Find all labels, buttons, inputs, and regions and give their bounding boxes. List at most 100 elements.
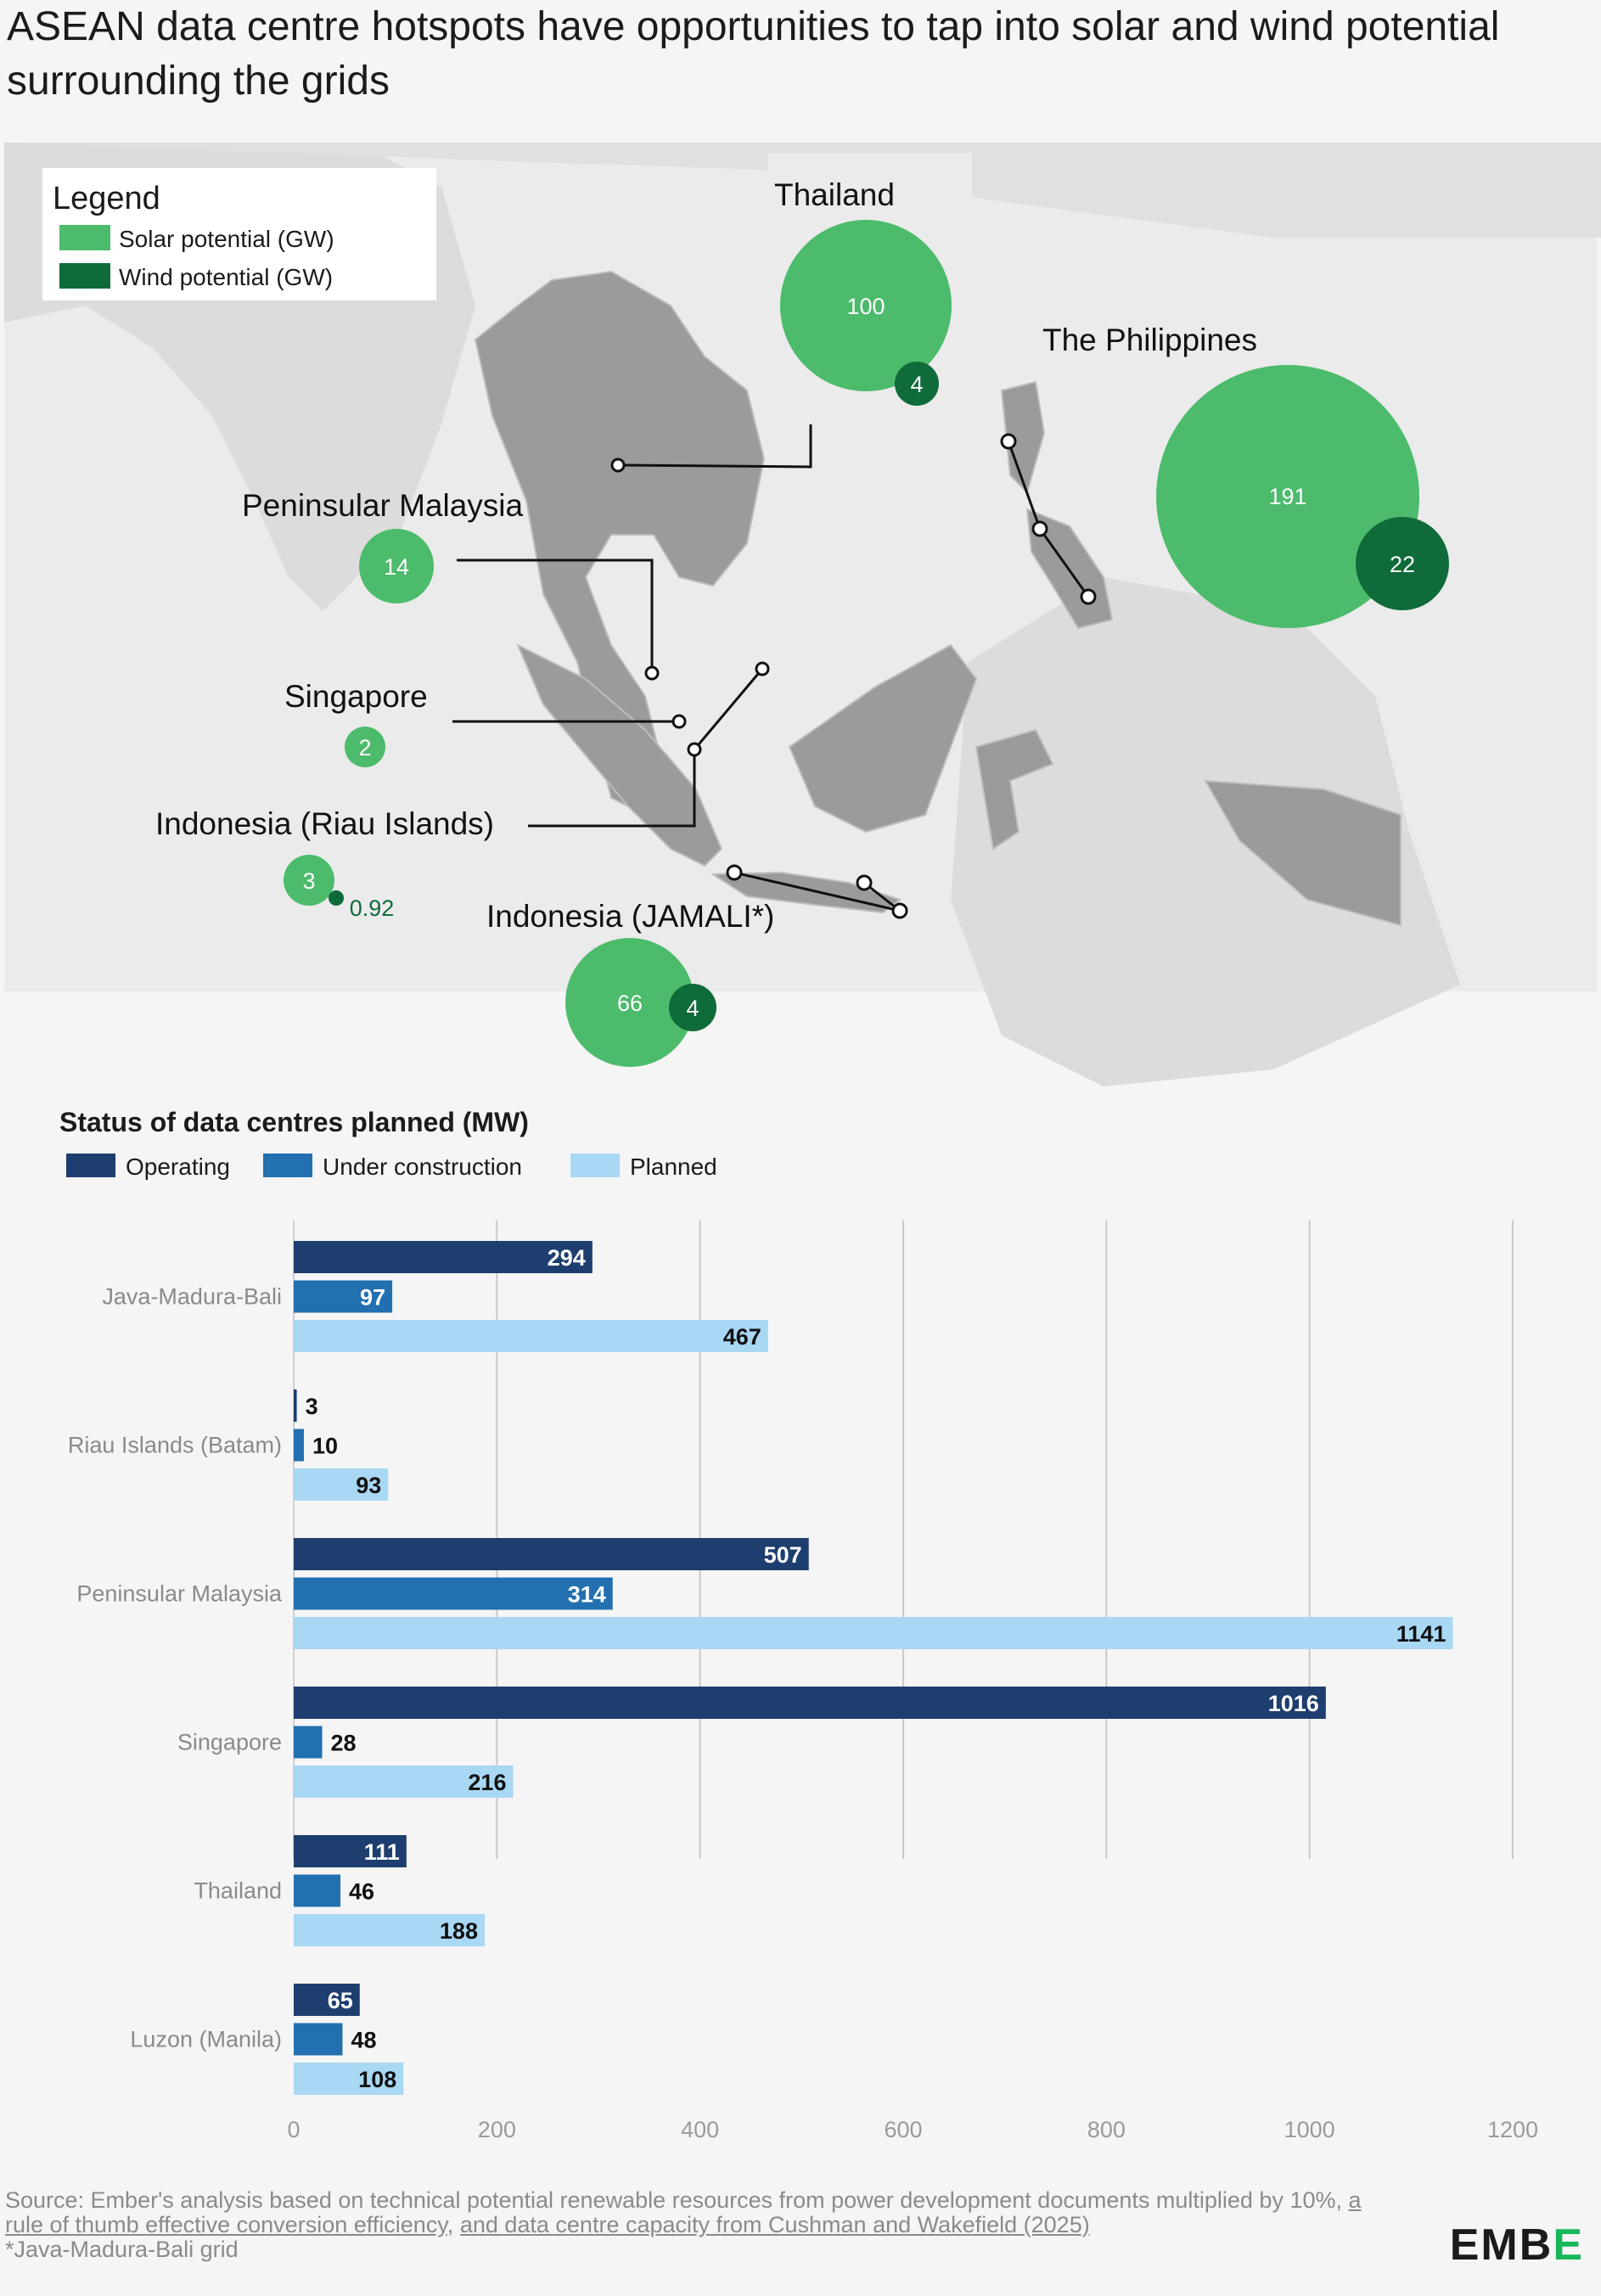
wind-bubble-riau-islands (329, 890, 344, 906)
category-label-2: Peninsular Malaysia (76, 1581, 283, 1607)
region-label-peninsular-malaysia: Peninsular Malaysia (242, 488, 524, 523)
borneo (788, 643, 978, 834)
source-link-conversion-efficiency[interactable]: a rule of thumb effective conversion eff… (5, 2187, 1362, 2237)
solar-value-peninsular-malaysia: 14 (384, 554, 409, 580)
bar-value-2-1: 314 (568, 1582, 606, 1608)
solar-value-singapore: 2 (358, 735, 371, 761)
bubble-thailand: 100 4 (780, 220, 952, 406)
mainland-southeast-asia (474, 270, 766, 817)
source-footnote: *Java-Madura-Bali grid (5, 2237, 239, 2262)
legend-swatch-0 (66, 1154, 115, 1177)
map-panel: Legend Solar potential (GW) Wind potenti… (4, 143, 1601, 1086)
source-prefix: Source: Ember's analysis based on techni… (5, 2187, 1342, 2213)
region-label-singapore: Singapore (284, 679, 428, 714)
bar-1-1 (294, 1429, 304, 1462)
wind-value-jamali: 4 (686, 996, 699, 1021)
legend-wind-swatch (59, 263, 110, 289)
category-label-1: Riau Islands (Batam) (68, 1433, 282, 1458)
java (710, 871, 902, 914)
sumatra (516, 643, 723, 867)
ember-logo: EMBE (1450, 2220, 1584, 2271)
bar-1-0 (294, 1389, 297, 1422)
x-tick-label-0: 0 (287, 2117, 300, 2142)
bar-value-0-1: 97 (360, 1285, 385, 1311)
region-labels: Thailand The Philippines Peninsular Mala… (155, 177, 1257, 934)
bar-value-3-0: 1016 (1268, 1691, 1319, 1716)
bar-2-1 (294, 1577, 613, 1610)
bar-3-1 (294, 1726, 323, 1759)
bar-value-2-0: 507 (764, 1542, 802, 1568)
x-tick-label-800: 800 (1087, 2117, 1126, 2142)
bar-2-2 (294, 1617, 1453, 1649)
source-note: Source: Ember's analysis based on techni… (5, 2188, 1380, 2262)
luzon (1000, 380, 1046, 494)
wind-bubble-jamali (669, 984, 716, 1031)
new-guinea (1204, 779, 1402, 927)
solar-value-jamali: 66 (617, 991, 643, 1016)
legend-label-1: Under construction (323, 1154, 522, 1180)
bar-value-3-1: 28 (331, 1731, 357, 1756)
region-label-riau-islands: Indonesia (Riau Islands) (155, 806, 494, 841)
source-link-cushman-wakefield[interactable]: and data centre capacity from Cushman an… (459, 2212, 1090, 2237)
x-tick-label-1000: 1000 (1284, 2117, 1335, 2142)
logo-text: EMB (1449, 2220, 1553, 2270)
bar-value-5-0: 65 (328, 1988, 353, 2013)
bar-chart-legend: Operating Under construction Planned (66, 1154, 717, 1180)
potential-bubbles: 100 4 191 22 14 2 3 0.92 66 4 (284, 220, 1449, 1067)
region-label-thailand: Thailand (774, 177, 895, 212)
bar-1-2 (294, 1468, 389, 1501)
category-label-5: Luzon (Manila) (130, 2027, 282, 2052)
bar-value-5-1: 48 (351, 2028, 376, 2053)
wind-bubble-philippines (1356, 517, 1449, 610)
wind-value-philippines: 22 (1390, 552, 1415, 577)
bar-value-4-0: 111 (364, 1839, 400, 1865)
bar-value-0-2: 467 (723, 1324, 761, 1350)
legend-swatch-1 (263, 1154, 312, 1177)
region-label-philippines: The Philippines (1042, 323, 1257, 357)
category-labels: Java-Madura-Bali Riau Islands (Batam) Peni… (68, 1284, 283, 2052)
bar-value-1-1: 10 (312, 1434, 338, 1459)
page-title: ASEAN data centre hotspots have opportun… (7, 4, 1500, 104)
bar-3-2 (294, 1766, 514, 1798)
legend-label-2: Planned (630, 1154, 717, 1180)
bar-chart: Operating Under construction Planned Java-… (66, 1154, 1538, 2142)
bar-4-2 (294, 1914, 485, 1946)
solar-bubble-singapore (345, 727, 385, 767)
map-land (474, 270, 1402, 927)
bar-5-1 (294, 2023, 343, 2056)
legend-label-0: Operating (126, 1154, 230, 1180)
leader-lines (452, 424, 1090, 912)
bar-0-1 (294, 1280, 393, 1313)
wind-value-thailand: 4 (910, 372, 923, 397)
bar-value-5-2: 108 (358, 2067, 396, 2092)
bar-value-2-2: 1141 (1396, 1621, 1447, 1647)
bar-value-1-2: 93 (356, 1473, 381, 1498)
bar-5-0 (294, 1984, 360, 2016)
solar-bubble-peninsular-malaysia (359, 529, 434, 603)
bubble-riau-islands: 3 0.92 (284, 855, 394, 921)
bar-series: 294 97 467 3 10 93 507 314 1141 1016 28 216 111 46 188… (294, 1241, 1453, 2095)
solar-bubble-riau-islands (284, 855, 334, 906)
bubble-singapore: 2 (345, 727, 385, 767)
bar-value-3-2: 216 (468, 1770, 506, 1795)
source-mid: , (447, 2212, 454, 2237)
category-label-4: Thailand (194, 1878, 282, 1904)
map-legend: Legend Solar potential (GW) Wind potenti… (42, 168, 436, 300)
sulawesi (975, 728, 1054, 850)
bar-4-0 (294, 1835, 407, 1867)
bar-0-0 (294, 1241, 593, 1273)
bar-0-2 (294, 1320, 768, 1352)
solar-value-philippines: 191 (1268, 484, 1306, 509)
region-label-jamali: Indonesia (JAMALI*) (486, 899, 774, 934)
legend-wind-label: Wind potential (GW) (119, 264, 333, 290)
solar-bubble-jamali (565, 938, 694, 1067)
location-markers (610, 433, 1097, 919)
bar-value-1-0: 3 (306, 1394, 318, 1419)
bar-chart-title: Status of data centres planned (MW) (59, 1107, 529, 1137)
category-label-0: Java-Madura-Bali (102, 1284, 282, 1310)
bubble-philippines: 191 22 (1156, 365, 1449, 628)
bar-2-0 (294, 1538, 809, 1570)
x-tick-label-1200: 1200 (1487, 2117, 1538, 2142)
bubble-peninsular-malaysia: 14 (359, 529, 434, 603)
x-tick-label-600: 600 (884, 2117, 922, 2142)
